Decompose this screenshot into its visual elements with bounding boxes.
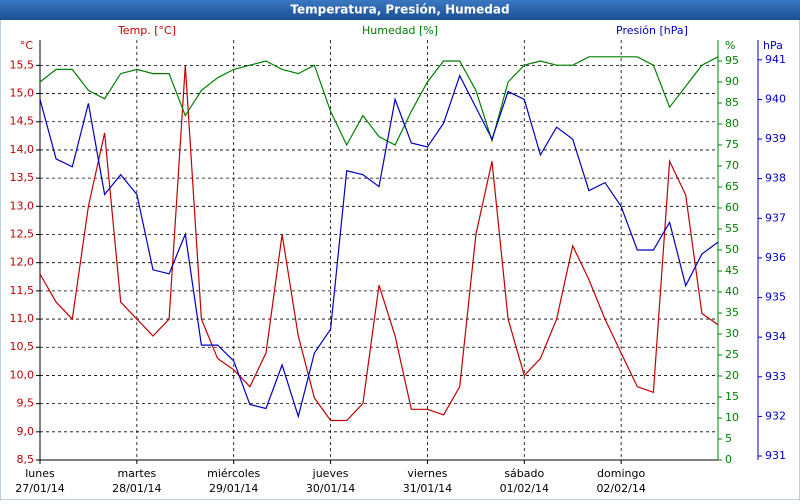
x-tick-label: viernes bbox=[407, 467, 447, 480]
y2-tick-label: 95 bbox=[725, 54, 739, 67]
y-tick-label: 10,5 bbox=[10, 340, 35, 353]
x-tick-date: 01/02/14 bbox=[500, 482, 549, 495]
y-tick-label: 11,0 bbox=[10, 312, 35, 325]
y-tick-label: 10,0 bbox=[10, 368, 35, 381]
y-tick-label: 13,5 bbox=[10, 171, 35, 184]
y-tick-label: 12,0 bbox=[10, 256, 35, 269]
y-tick-label: 11,5 bbox=[10, 284, 35, 297]
y2-tick-label: 20 bbox=[725, 369, 739, 382]
y-tick-label: 9,5 bbox=[17, 397, 35, 410]
y2-tick-label: 40 bbox=[725, 285, 739, 298]
y2-tick-label: 50 bbox=[725, 243, 739, 256]
y3-tick-label: 940 bbox=[765, 92, 786, 105]
y2-tick-label: 35 bbox=[725, 306, 739, 319]
x-tick-date: 28/01/14 bbox=[112, 482, 161, 495]
y3-unit: hPa bbox=[763, 39, 783, 52]
y3-tick-label: 933 bbox=[765, 370, 786, 383]
y3-tick-label: 935 bbox=[765, 291, 786, 304]
y2-tick-label: 65 bbox=[725, 180, 739, 193]
y2-tick-label: 0 bbox=[725, 453, 732, 466]
y3-tick-label: 938 bbox=[765, 172, 786, 185]
y3-tick-label: 934 bbox=[765, 330, 786, 343]
y3-tick-label: 939 bbox=[765, 132, 786, 145]
y2-tick-label: 25 bbox=[725, 348, 739, 361]
x-tick-date: 30/01/14 bbox=[306, 482, 355, 495]
y2-tick-label: 85 bbox=[725, 96, 739, 109]
x-tick-date: 02/02/14 bbox=[596, 482, 645, 495]
y2-tick-label: 80 bbox=[725, 117, 739, 130]
y-tick-label: 14,5 bbox=[10, 115, 35, 128]
y3-tick-label: 932 bbox=[765, 409, 786, 422]
y2-tick-label: 70 bbox=[725, 159, 739, 172]
x-tick-date: 29/01/14 bbox=[209, 482, 258, 495]
y2-tick-label: 75 bbox=[725, 138, 739, 151]
y-axis-title: Temp. [°C] bbox=[117, 24, 176, 37]
x-tick-label: domingo bbox=[597, 467, 645, 480]
y2-tick-label: 45 bbox=[725, 264, 739, 277]
y2-axis-title: Humedad [%] bbox=[362, 24, 438, 37]
y2-tick-label: 15 bbox=[725, 390, 739, 403]
y-tick-label: 12,5 bbox=[10, 227, 35, 240]
series-line bbox=[39, 56, 719, 147]
y-tick-label: 15,0 bbox=[10, 87, 35, 100]
y-tick-label: 15,5 bbox=[10, 58, 35, 71]
x-tick-label: miércoles bbox=[207, 467, 260, 480]
y-unit: °C bbox=[20, 39, 34, 52]
y2-tick-label: 60 bbox=[725, 201, 739, 214]
x-tick-date: 31/01/14 bbox=[403, 482, 452, 495]
y-tick-label: 8,5 bbox=[17, 453, 35, 466]
y2-tick-label: 55 bbox=[725, 222, 739, 235]
y3-tick-label: 937 bbox=[765, 211, 786, 224]
y3-tick-label: 941 bbox=[765, 53, 786, 66]
y2-tick-label: 30 bbox=[725, 327, 739, 340]
y2-tick-label: 5 bbox=[725, 432, 732, 445]
y3-axis-title: Presión [hPa] bbox=[616, 24, 688, 37]
y-tick-label: 9,0 bbox=[17, 425, 35, 438]
y3-tick-label: 936 bbox=[765, 251, 786, 264]
x-tick-label: lunes bbox=[25, 467, 55, 480]
chart-title: Temperatura, Presión, Humedad bbox=[290, 3, 509, 17]
y2-unit: % bbox=[725, 39, 735, 52]
series-line bbox=[39, 65, 719, 422]
y-tick-label: 13,0 bbox=[10, 199, 35, 212]
series-line bbox=[39, 74, 719, 419]
y3-tick-label: 931 bbox=[765, 449, 786, 462]
y2-tick-label: 90 bbox=[725, 75, 739, 88]
y-tick-label: 14,0 bbox=[10, 143, 35, 156]
x-tick-date: 27/01/14 bbox=[15, 482, 64, 495]
y2-tick-label: 10 bbox=[725, 411, 739, 424]
x-tick-label: martes bbox=[117, 467, 156, 480]
x-tick-label: sábado bbox=[504, 467, 544, 480]
title-bar bbox=[0, 0, 800, 20]
x-tick-label: jueves bbox=[312, 467, 349, 480]
